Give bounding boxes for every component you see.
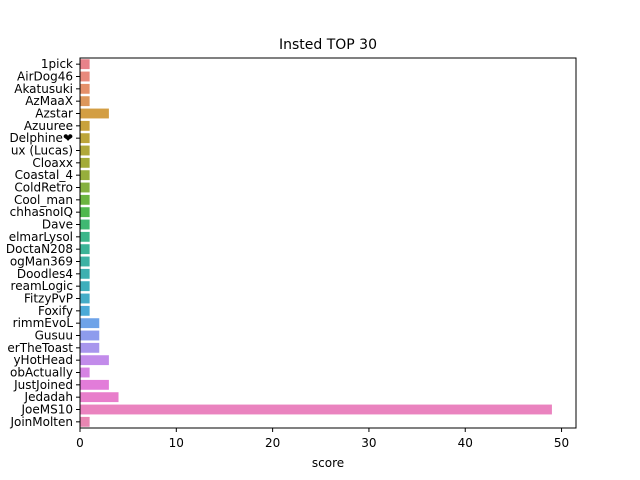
bar — [80, 133, 90, 144]
bar — [80, 71, 90, 82]
y-tick-label: erTheToast — [7, 341, 73, 355]
bar — [80, 120, 90, 131]
bar — [80, 281, 90, 292]
bar — [80, 293, 90, 304]
bar — [80, 108, 109, 119]
y-tick-label: JustJoined — [13, 378, 73, 392]
bar — [80, 367, 90, 378]
y-tick-label: yHotHead — [13, 353, 73, 367]
bar — [80, 355, 109, 366]
bar — [80, 404, 552, 415]
bar — [80, 318, 100, 329]
y-tick-label: JoinMolten — [9, 415, 73, 429]
x-axis-label: score — [312, 456, 344, 470]
bar — [80, 268, 90, 279]
y-tick-label: Azstar — [35, 107, 73, 121]
y-tick-label: Jedadah — [24, 390, 73, 404]
y-tick-label: Cool_man — [14, 193, 73, 207]
y-tick-label: Dave — [42, 218, 73, 232]
y-tick-label: Coastal_4 — [15, 168, 73, 182]
y-tick-label: 1pick — [41, 57, 73, 71]
x-tick-label: 30 — [361, 436, 376, 450]
x-ticks: 0 10 20 30 40 50 — [76, 428, 569, 450]
bar — [80, 416, 90, 427]
bars-group — [80, 59, 552, 427]
y-tick-label: Azuuree — [24, 119, 73, 133]
bar — [80, 194, 90, 205]
bar — [80, 83, 90, 94]
bar — [80, 145, 90, 156]
x-tick-label: 20 — [265, 436, 280, 450]
bar — [80, 170, 90, 181]
y-tick-label: chhasnoIQ — [10, 205, 73, 219]
y-tick-label: Doodles4 — [17, 267, 73, 281]
bar — [80, 96, 90, 107]
bar — [80, 342, 100, 353]
bar — [80, 392, 119, 403]
y-tick-label: Gusuu — [35, 329, 73, 343]
bar — [80, 244, 90, 255]
bar — [80, 305, 90, 316]
y-tick-label: elmarLysol — [9, 230, 73, 244]
y-tick-label: rimmEvoL — [13, 316, 74, 330]
y-tick-label: Delphine❤ — [9, 131, 73, 145]
bar — [80, 330, 100, 341]
bar — [80, 256, 90, 267]
y-tick-label: Foxify — [38, 304, 73, 318]
bar — [80, 157, 90, 168]
y-tick-labels: 1pickAirDog46AkatusukiAzMaaXAzstarAzuure… — [6, 57, 80, 429]
y-tick-label: DoctaN208 — [6, 242, 73, 256]
plot-frame — [79, 57, 577, 429]
y-tick-label: ogMan369 — [10, 255, 73, 269]
bar — [80, 379, 109, 390]
bar — [80, 207, 90, 218]
bar — [80, 182, 90, 193]
bar — [80, 59, 90, 70]
y-tick-label: FitzyPvP — [24, 292, 73, 306]
y-tick-label: Cloaxx — [32, 156, 73, 170]
bar — [80, 219, 90, 230]
x-tick-label: 50 — [554, 436, 569, 450]
y-tick-label: Akatusuki — [14, 82, 73, 96]
y-tick-label: ColdRetro — [14, 181, 73, 195]
chart-title: Insted TOP 30 — [279, 37, 377, 53]
y-tick-label: AirDog46 — [17, 70, 73, 84]
x-tick-label: 40 — [458, 436, 473, 450]
y-tick-label: AzMaaX — [25, 94, 73, 108]
bar — [80, 231, 90, 242]
y-tick-label: ux (Lucas) — [11, 144, 73, 158]
x-tick-label: 10 — [169, 436, 184, 450]
x-tick-label: 0 — [76, 436, 84, 450]
y-tick-label: JoeMS10 — [20, 403, 73, 417]
y-tick-label: obActually — [10, 366, 73, 380]
y-tick-label: reamLogic — [11, 279, 73, 293]
